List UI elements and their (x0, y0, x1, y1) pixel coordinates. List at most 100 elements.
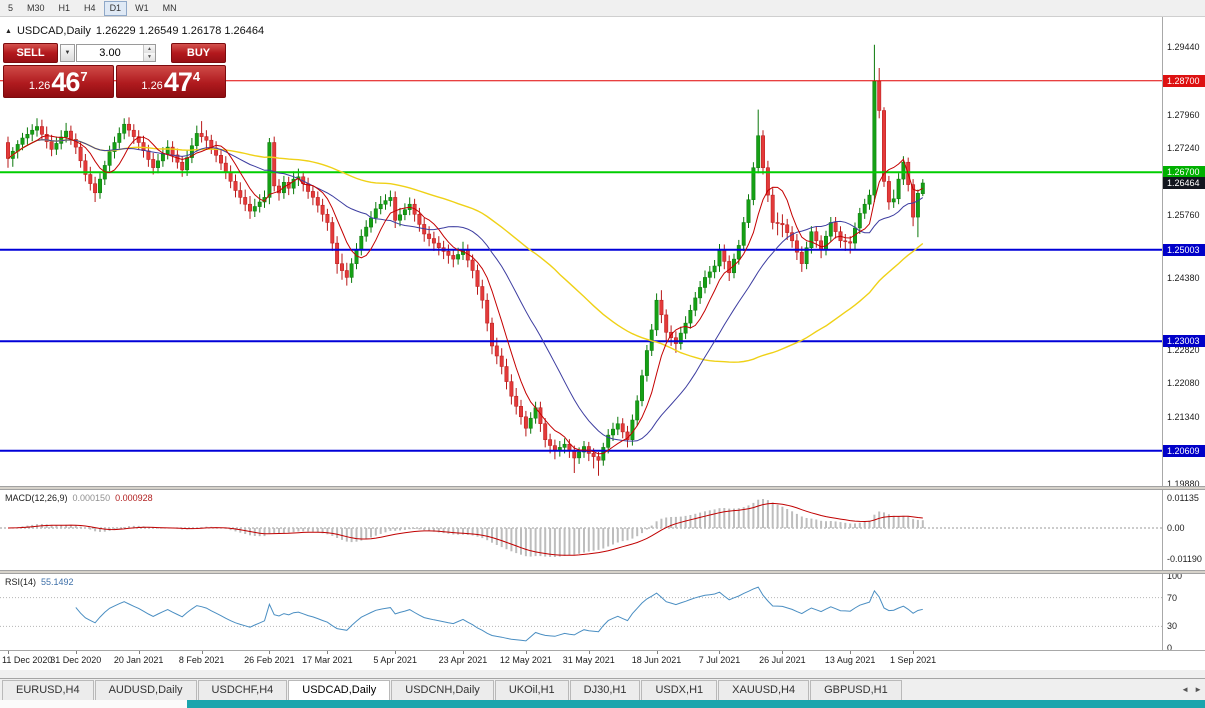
candle-body (364, 226, 369, 237)
date-axis-label: 31 May 2021 (562, 655, 615, 665)
sell-price-big-digits: 46 (51, 66, 80, 97)
candle-body (790, 232, 795, 242)
candle-body (388, 197, 393, 201)
chart-tab-eurusd-h4[interactable]: EURUSD,H4 (2, 680, 94, 700)
tab-scroll-arrows: ◄ ► (1181, 685, 1202, 694)
one-click-collapse-icon[interactable]: ▲ (5, 27, 12, 35)
moving-average-21-line (7, 139, 924, 442)
chart-tab-usdcad-daily[interactable]: USDCAD,Daily (288, 680, 391, 700)
timeframe-button-mn[interactable]: MN (162, 2, 177, 13)
candle-body (68, 130, 73, 140)
macd-axis-label: 0.00 (1167, 523, 1185, 533)
candle-body (519, 406, 523, 418)
rsi-pane[interactable]: RSI(14) 55.1492 (0, 574, 1162, 650)
buy-price-display[interactable]: 1.26 47 4 (115, 65, 226, 98)
chart-tab-xauusd-h4[interactable]: XAUUSD,H4 (718, 680, 810, 700)
macd-signal-value: 0.000928 (115, 493, 153, 503)
timeframe-button-h1[interactable]: H1 (58, 2, 71, 13)
volume-increase-button[interactable]: ▲ (144, 45, 155, 53)
candle-body (335, 242, 340, 264)
price-axis-label: 1.24380 (1167, 273, 1200, 284)
date-axis-label: 1 Sep 2021 (890, 655, 937, 665)
candle-body (761, 135, 765, 168)
main-chart-pane[interactable]: ▲ USDCAD,Daily 1.26229 1.26549 1.26178 1… (0, 17, 1162, 486)
candle-body (54, 143, 59, 150)
candle-body (780, 223, 785, 226)
candle-body (320, 204, 325, 215)
chart-tab-usdcnh-daily[interactable]: USDCNH,Daily (391, 680, 494, 700)
macd-signal-line (7, 502, 923, 556)
candle-body (717, 249, 722, 267)
pane-divider-rsi[interactable] (0, 570, 1205, 574)
sell-button[interactable]: SELL (3, 43, 58, 63)
trade-prices-row: 1.26 46 7 1.26 47 4 (3, 65, 226, 98)
timeframe-button-5[interactable]: 5 (8, 2, 14, 13)
date-axis-label: 23 Apr 2021 (438, 655, 488, 665)
timeframe-button-h4[interactable]: H4 (84, 2, 96, 13)
price-axis-label: 1.19880 (1167, 478, 1200, 489)
chart-tab-ukoil-h1[interactable]: UKOil,H1 (494, 680, 569, 700)
candle-body (136, 136, 141, 143)
date-axis-label: 7 Jul 2021 (698, 655, 741, 665)
volume-dropdown-button[interactable]: ▼ (60, 44, 75, 62)
buy-price-big-digits: 47 (163, 66, 193, 97)
timeframe-button-w1[interactable]: W1 (135, 2, 149, 13)
candle-body (189, 145, 194, 158)
candle-body (127, 123, 131, 131)
volume-input[interactable] (77, 45, 143, 61)
macd-pane[interactable]: MACD(12,26,9) 0.000150 0.000928 (0, 490, 1162, 570)
candle-body (644, 350, 649, 376)
chart-tab-dj30-h1[interactable]: DJ30,H1 (569, 680, 641, 700)
candle-body (369, 217, 373, 228)
chart-tabs: EURUSD,H4 AUDUSD,Daily USDCHF,H4 USDCAD,Dai… (2, 680, 903, 700)
candle-body (891, 198, 896, 203)
candle-body (765, 167, 770, 196)
candle-body (456, 254, 461, 260)
date-axis-tick (202, 651, 203, 654)
candle-body (378, 203, 383, 210)
chart-tab-usdchf-h4[interactable]: USDCHF,H4 (197, 680, 288, 700)
chart-title: ▲ USDCAD,Daily 1.26229 1.26549 1.26178 1… (5, 25, 264, 37)
chart-tab-gbpusd-h1[interactable]: GBPUSD,H1 (810, 680, 902, 700)
date-axis-tick (139, 651, 140, 654)
candle-body (398, 214, 402, 221)
candle-body (683, 322, 688, 334)
candle-body (654, 299, 659, 331)
rsi-indicator-label: RSI(14) 55.1492 (5, 577, 74, 587)
candle-body (630, 419, 635, 440)
date-axis-tick (657, 651, 658, 654)
candle-body (770, 194, 775, 223)
tabs-scroll-right-button[interactable]: ► (1194, 685, 1202, 694)
rsi-axis-label: 100 (1167, 571, 1183, 581)
date-axis-label: 26 Jul 2021 (759, 655, 806, 665)
candle-body (451, 255, 456, 260)
sell-price-display[interactable]: 1.26 46 7 (3, 65, 114, 98)
candle-body (310, 191, 315, 198)
candle-body (78, 146, 83, 162)
candle-body (746, 199, 751, 223)
candle-body (122, 123, 127, 134)
tabs-scroll-left-button[interactable]: ◄ (1181, 685, 1190, 694)
date-axis-tick (463, 651, 464, 654)
timeframe-button-m30[interactable]: M30 (27, 2, 45, 13)
buy-button[interactable]: BUY (171, 43, 226, 63)
date-axis-label: 26 Feb 2021 (244, 655, 295, 665)
timeframe-button-d1[interactable]: D1 (103, 0, 128, 16)
pane-divider-macd[interactable] (0, 486, 1205, 490)
moving-average-60-line (7, 138, 924, 363)
chart-tab-usdx-h1[interactable]: USDX,H1 (641, 680, 718, 700)
date-axis-label: 18 Jun 2021 (631, 655, 682, 665)
candle-body (470, 259, 475, 271)
date-axis-tick (782, 651, 783, 654)
candle-body (73, 139, 78, 148)
candle-body (727, 261, 732, 274)
candle-body (373, 208, 378, 219)
chart-tab-audusd-daily[interactable]: AUDUSD,Daily (94, 680, 197, 700)
candle-body (431, 238, 436, 244)
volume-decrease-button[interactable]: ▼ (144, 53, 155, 61)
candle-body (828, 222, 833, 237)
candle-body (180, 161, 185, 171)
candle-body (901, 161, 906, 180)
current-price-badge: 1.26464 (1163, 177, 1205, 190)
candle-body (204, 136, 209, 141)
